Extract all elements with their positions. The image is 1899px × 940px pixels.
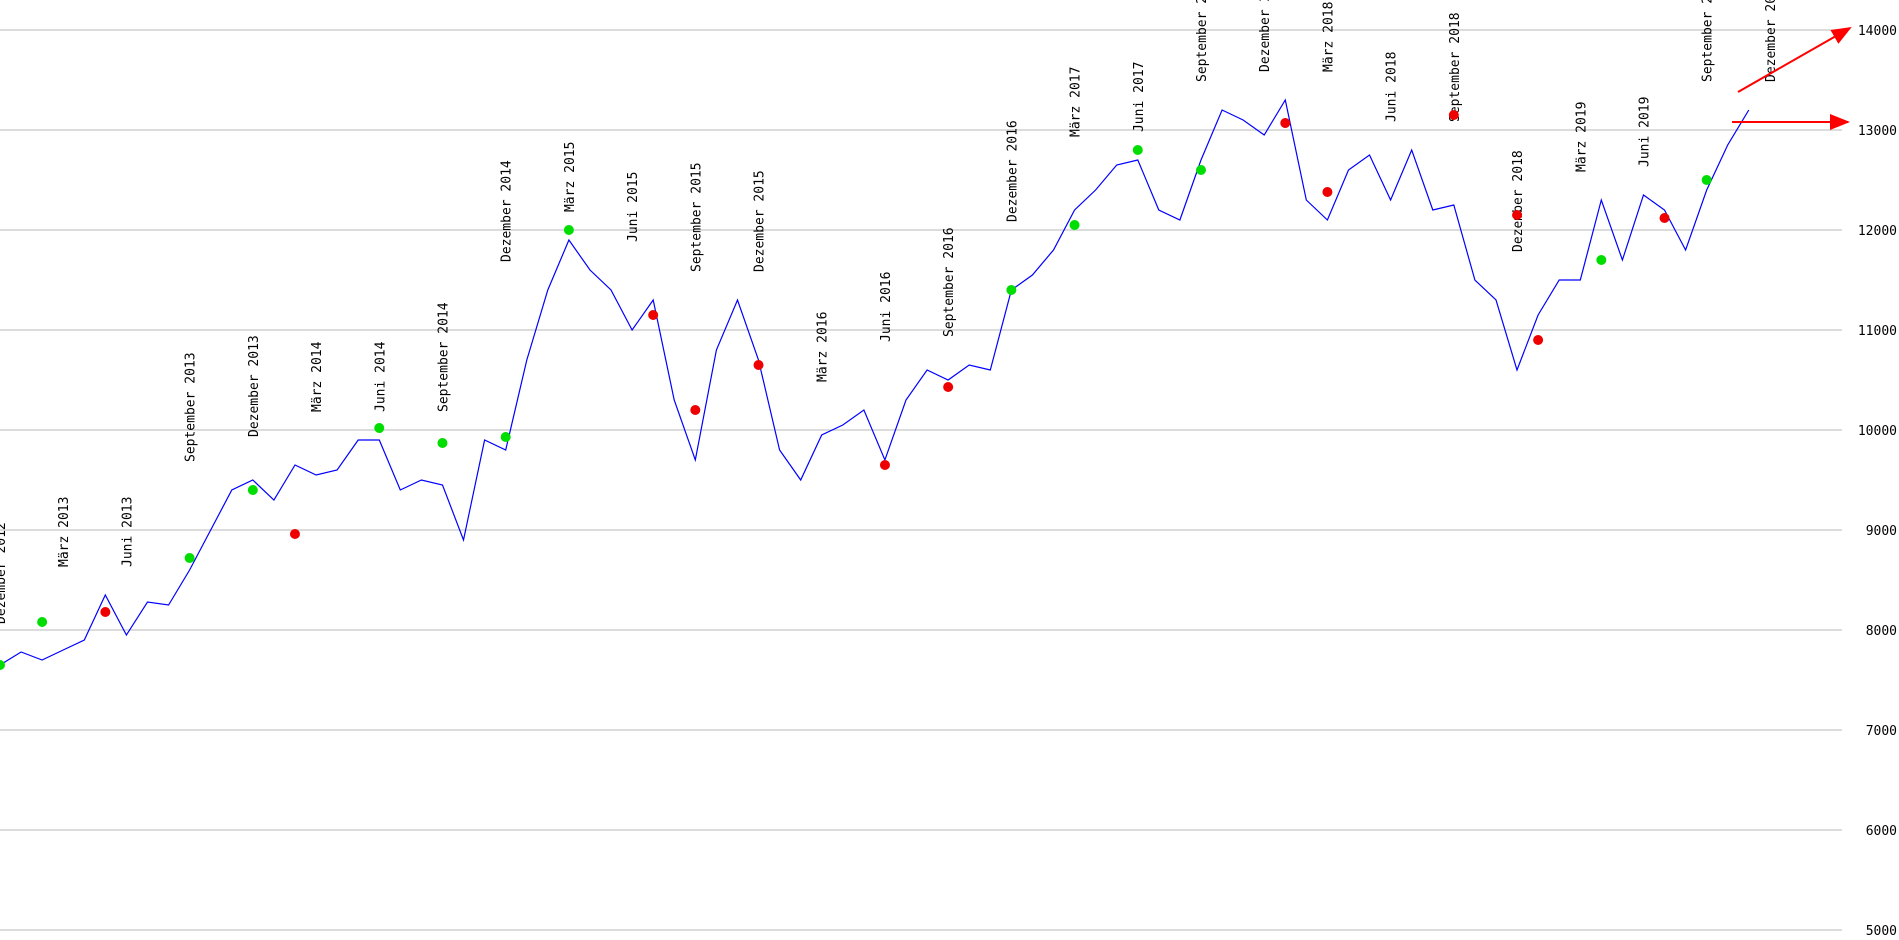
- trend-arrow: [1737, 27, 1852, 93]
- price-line: [0, 98, 1750, 666]
- signal-marker: [648, 310, 659, 320]
- x-tick-label: September 2017: [1195, 0, 1210, 82]
- x-tick-label: September 2019: [1701, 0, 1716, 82]
- signal-marker: [563, 225, 574, 235]
- signal-marker: [690, 405, 701, 415]
- x-tick-label: Dezember 2016: [1005, 120, 1020, 222]
- x-tick-label: Juni 2015: [626, 172, 641, 242]
- signal-marker: [1512, 210, 1523, 220]
- x-tick-label: März 2017: [1069, 67, 1084, 137]
- x-tick-label: Juni 2014: [373, 341, 388, 412]
- y-tick-label: 14000: [1858, 24, 1897, 39]
- grid: 5000 6000 7000 8000 9000 10000 11000 12000 13000…: [0, 24, 1897, 939]
- signal-marker: [1596, 255, 1607, 265]
- y-tick-label: 6000: [1866, 824, 1897, 839]
- signal-marker: [374, 423, 385, 433]
- x-tick-label: Juni 2016: [879, 272, 894, 342]
- x-tick-label: März 2019: [1574, 102, 1589, 172]
- x-tick-label: März 2018: [1321, 2, 1336, 72]
- signal-marker: [753, 360, 764, 370]
- x-tick-label: Dezember 2018: [1511, 150, 1526, 252]
- y-tick-label: 8000: [1866, 624, 1897, 639]
- x-tick-label: Dezember 2019: [1764, 0, 1779, 82]
- x-tick-label: Dezember 2017: [1258, 0, 1273, 72]
- x-tick-label: September 2018: [1448, 12, 1463, 122]
- x-tick-label: Juni 2017: [1132, 62, 1147, 132]
- x-tick-label: März 2016: [816, 312, 831, 382]
- x-tick-label: September 2013: [184, 352, 199, 462]
- x-tick-label: Juni 2013: [120, 497, 135, 567]
- x-tick-label: Dezember 2015: [753, 170, 768, 272]
- y-tick-label: 9000: [1866, 524, 1897, 539]
- x-tick-label: Dezember 2014: [500, 160, 515, 262]
- date-labels: Dezember 2012 März 2013 Juni 2013 September…: [0, 0, 1779, 624]
- signal-marker: [943, 382, 954, 392]
- signal-marker: [500, 432, 511, 442]
- y-tick-label: 12000: [1858, 224, 1897, 239]
- x-tick-label: März 2014: [310, 341, 325, 412]
- x-tick-label: September 2015: [689, 162, 704, 272]
- x-tick-label: Dezember 2012: [0, 522, 9, 624]
- y-tick-label: 5000: [1866, 924, 1897, 939]
- x-tick-label: Dezember 2013: [247, 335, 262, 437]
- x-tick-label: September 2014: [436, 302, 451, 412]
- x-tick-label: Juni 2019: [1637, 97, 1652, 167]
- y-tick-label: 13000: [1858, 124, 1897, 139]
- signal-marker: [1322, 187, 1333, 197]
- y-tick-label: 10000: [1858, 424, 1897, 439]
- signal-marker: [100, 607, 111, 617]
- signal-marker: [879, 460, 890, 470]
- signal-marker: [1533, 335, 1544, 345]
- signal-marker: [1006, 285, 1017, 295]
- signal-marker: [1132, 145, 1143, 155]
- signal-marker: [1659, 213, 1670, 223]
- signal-marker: [1195, 165, 1206, 175]
- signal-marker: [289, 529, 300, 539]
- signal-marker: [1069, 220, 1080, 230]
- y-tick-label: 7000: [1866, 724, 1897, 739]
- x-tick-label: Juni 2018: [1385, 52, 1400, 122]
- signal-marker: [0, 660, 5, 670]
- plot: [0, 98, 1750, 670]
- x-tick-label: März 2013: [57, 497, 72, 567]
- signal-marker: [37, 617, 48, 627]
- y-tick-label: 11000: [1858, 324, 1897, 339]
- signal-marker: [247, 485, 258, 495]
- signal-marker: [437, 438, 448, 448]
- signal-marker: [1448, 110, 1459, 120]
- signal-marker: [1701, 175, 1712, 185]
- signal-marker: [1280, 118, 1291, 128]
- signal-marker: [184, 553, 195, 563]
- x-tick-label: September 2016: [942, 227, 957, 337]
- x-tick-label: März 2015: [563, 142, 578, 212]
